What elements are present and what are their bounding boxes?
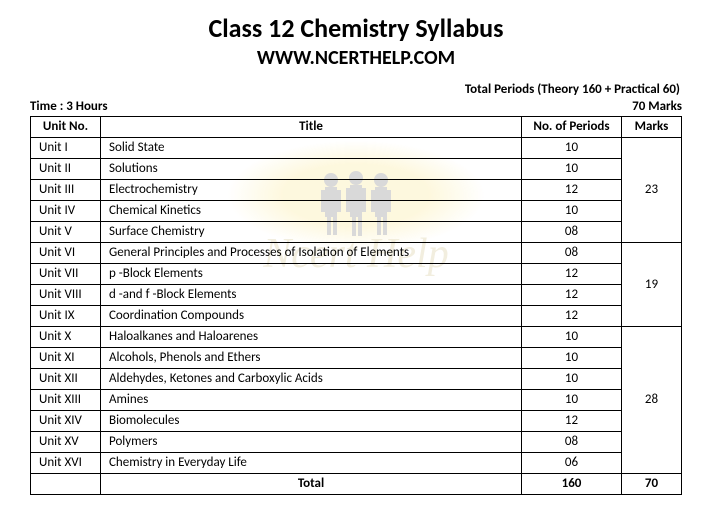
cell-unit: Unit III: [31, 180, 101, 201]
cell-periods: 12: [522, 285, 622, 306]
cell-title: Electrochemistry: [101, 180, 522, 201]
cell-periods: 10: [522, 390, 622, 411]
table-row: Unit IXCoordination Compounds12: [31, 306, 682, 327]
site-url: WWW.NCERTHELP.COM: [30, 46, 682, 70]
cell-unit: Unit VII: [31, 264, 101, 285]
cell-unit: Unit IX: [31, 306, 101, 327]
col-marks: Marks: [622, 117, 682, 138]
cell-title: Polymers: [101, 432, 522, 453]
table-row: Unit XIIIAmines10: [31, 390, 682, 411]
table-row: Unit XVIChemistry in Everyday Life06: [31, 453, 682, 474]
cell-unit: Unit XV: [31, 432, 101, 453]
table-row: Unit VIIp -Block Elements12: [31, 264, 682, 285]
cell-unit: Unit IV: [31, 201, 101, 222]
cell-title: Solid State: [101, 138, 522, 159]
cell-periods: 12: [522, 264, 622, 285]
table-row: Unit IVChemical Kinetics10: [31, 201, 682, 222]
cell-periods: 10: [522, 369, 622, 390]
cell-title: Surface Chemistry: [101, 222, 522, 243]
cell-periods: 06: [522, 453, 622, 474]
cell-periods: 10: [522, 138, 622, 159]
cell-unit: Unit VIII: [31, 285, 101, 306]
col-title: Title: [101, 117, 522, 138]
table-header-row: Unit No. Title No. of Periods Marks: [31, 117, 682, 138]
cell-title: p -Block Elements: [101, 264, 522, 285]
cell-unit: Unit V: [31, 222, 101, 243]
cell-periods: 10: [522, 159, 622, 180]
cell-unit: Unit XVI: [31, 453, 101, 474]
cell-unit: Unit I: [31, 138, 101, 159]
total-label: Total: [101, 474, 522, 495]
cell-unit: Unit XIII: [31, 390, 101, 411]
page-title: Class 12 Chemistry Syllabus: [30, 12, 682, 44]
cell-marks: 19: [622, 243, 682, 327]
syllabus-table: Unit No. Title No. of Periods Marks Unit…: [30, 116, 682, 495]
table-row: Unit IISolutions10: [31, 159, 682, 180]
cell-periods: 10: [522, 348, 622, 369]
cell-title: Haloalkanes and Haloarenes: [101, 327, 522, 348]
table-row: Unit VIGeneral Principles and Processes …: [31, 243, 682, 264]
cell-marks: 28: [622, 327, 682, 474]
cell-title: d -and f -Block Elements: [101, 285, 522, 306]
total-marks: 70: [622, 474, 682, 495]
cell-title: General Principles and Processes of Isol…: [101, 243, 522, 264]
cell-unit: Unit XII: [31, 369, 101, 390]
cell-title: Coordination Compounds: [101, 306, 522, 327]
marks-label: 70 Marks: [632, 99, 682, 114]
cell-periods: 10: [522, 327, 622, 348]
cell-unit: Unit X: [31, 327, 101, 348]
cell-periods: 12: [522, 180, 622, 201]
cell-title: Amines: [101, 390, 522, 411]
table-row: Unit XHaloalkanes and Haloarenes1028: [31, 327, 682, 348]
col-unit: Unit No.: [31, 117, 101, 138]
cell-periods: 10: [522, 201, 622, 222]
time-label: Time : 3 Hours: [30, 99, 108, 114]
cell-marks: 23: [622, 138, 682, 243]
cell-title: Chemical Kinetics: [101, 201, 522, 222]
total-periods-text: Total Periods (Theory 160 + Practical 60…: [30, 82, 682, 97]
cell-periods: 12: [522, 411, 622, 432]
cell-title: Aldehydes, Ketones and Carboxylic Acids: [101, 369, 522, 390]
cell-unit: Unit XIV: [31, 411, 101, 432]
total-periods: 160: [522, 474, 622, 495]
cell-periods: 08: [522, 243, 622, 264]
table-row: Unit VIIId -and f -Block Elements12: [31, 285, 682, 306]
table-row: Unit XIAlcohols, Phenols and Ethers10: [31, 348, 682, 369]
cell-title: Alcohols, Phenols and Ethers: [101, 348, 522, 369]
table-row: Unit VSurface Chemistry08: [31, 222, 682, 243]
table-row: Unit ISolid State1023: [31, 138, 682, 159]
table-row: Unit XIVBiomolecules12: [31, 411, 682, 432]
cell-title: Chemistry in Everyday Life: [101, 453, 522, 474]
total-row: Total16070: [31, 474, 682, 495]
col-periods: No. of Periods: [522, 117, 622, 138]
cell-periods: 08: [522, 222, 622, 243]
cell-periods: 12: [522, 306, 622, 327]
table-row: Unit XIIAldehydes, Ketones and Carboxyli…: [31, 369, 682, 390]
total-blank: [31, 474, 101, 495]
cell-title: Solutions: [101, 159, 522, 180]
cell-unit: Unit XI: [31, 348, 101, 369]
table-row: Unit IIIElectrochemistry12: [31, 180, 682, 201]
table-row: Unit XVPolymers08: [31, 432, 682, 453]
cell-unit: Unit VI: [31, 243, 101, 264]
cell-title: Biomolecules: [101, 411, 522, 432]
cell-periods: 08: [522, 432, 622, 453]
cell-unit: Unit II: [31, 159, 101, 180]
